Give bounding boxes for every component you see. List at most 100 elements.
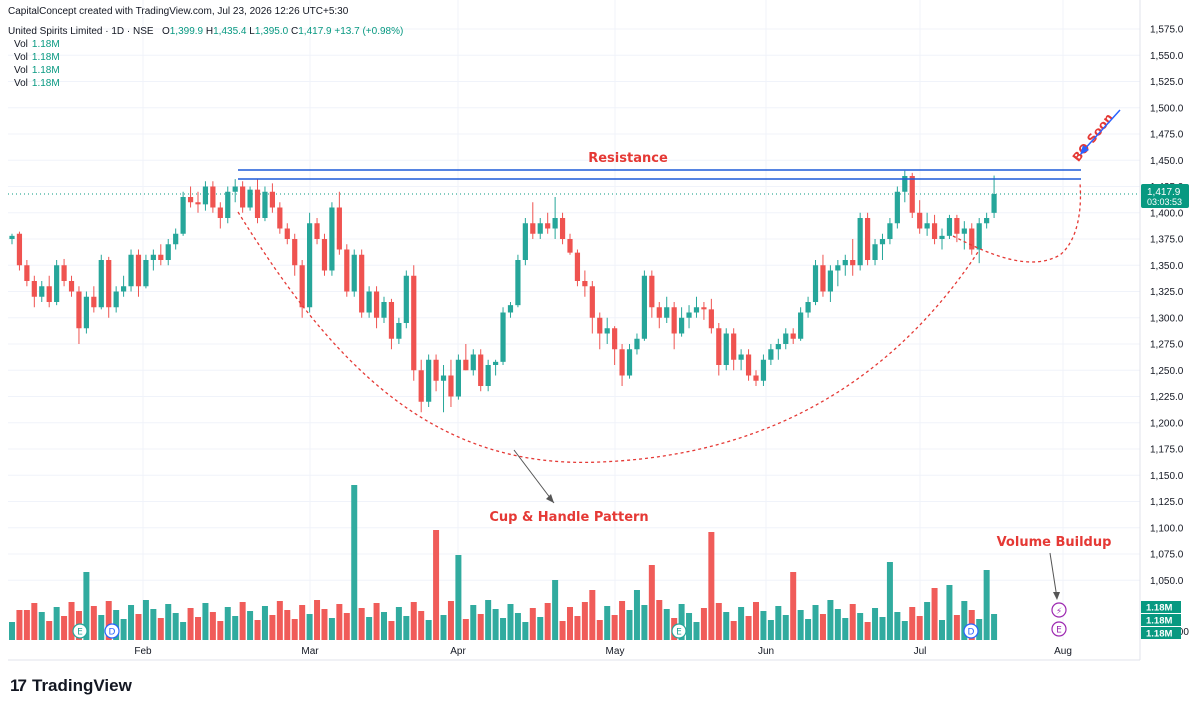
volume-bar — [195, 617, 201, 640]
volume-bar — [537, 617, 544, 640]
lightning-icon — [1051, 602, 1067, 618]
x-tick-label: Feb — [134, 646, 152, 657]
candle-body — [902, 176, 908, 192]
volume-bar — [574, 616, 581, 640]
bo-arrow — [1081, 109, 1121, 153]
bo-arrowhead — [1080, 145, 1089, 155]
candle-body — [708, 309, 714, 329]
volume-legend-row: Vol 1.18M — [14, 38, 60, 51]
volume-bar — [284, 610, 291, 640]
volume-bar — [782, 615, 789, 640]
candle-body — [76, 291, 82, 329]
candle-body — [448, 375, 454, 397]
volume-bar — [700, 608, 707, 640]
volume-legend-row: Vol 1.18M — [14, 64, 60, 77]
volume-bar — [128, 605, 135, 640]
volume-bar — [529, 608, 536, 640]
candle-body — [98, 260, 104, 308]
candle-body — [68, 281, 75, 292]
volume-bar — [767, 620, 774, 640]
volume-bars — [9, 485, 998, 640]
candle-body — [493, 361, 499, 365]
time-axis[interactable]: Feb Mar Apr May Jun Jul Aug — [8, 646, 1140, 661]
volume-bar — [909, 607, 916, 640]
candle-body — [299, 265, 305, 308]
volume-bar — [470, 605, 477, 640]
volume-bar — [544, 603, 551, 640]
volume-legend-row: Vol 1.18M — [14, 77, 60, 90]
candle-body — [559, 218, 566, 239]
candle-body — [619, 349, 625, 376]
candle-body — [745, 354, 752, 376]
volume-badge — [1141, 601, 1181, 613]
candle-body — [403, 275, 409, 323]
volume-badge-text: 1.18M — [1146, 616, 1172, 627]
volume-bar — [775, 606, 782, 640]
candle-body — [604, 328, 610, 334]
chart-credit: CapitalConcept created with TradingView.… — [8, 6, 349, 17]
cup-pointer-arrow — [513, 449, 555, 504]
volume-bar — [648, 565, 655, 640]
volume-bar — [738, 607, 745, 640]
candle-body — [887, 223, 893, 239]
y-tick-label: 1,250.0 — [1150, 366, 1184, 377]
volume-bar — [314, 600, 321, 640]
volume-bar — [633, 590, 640, 640]
volume-bar — [247, 611, 254, 640]
volume-bar — [142, 600, 149, 640]
candle-body — [478, 354, 484, 386]
volume-badge-text: 1.18M — [1146, 629, 1172, 640]
candle-body — [522, 223, 528, 260]
volume-bar — [395, 607, 402, 640]
candle-body — [187, 197, 194, 203]
volume-bar — [619, 601, 626, 640]
candle-body — [135, 254, 142, 287]
volume-bar — [827, 600, 834, 640]
volume-bar — [165, 604, 172, 640]
volume-bar — [120, 619, 127, 640]
candle-body — [314, 223, 320, 239]
event-marker-icon — [1051, 621, 1067, 637]
candle-body — [552, 218, 558, 229]
candle-body — [798, 312, 804, 339]
volume-legend-label: Vol — [14, 39, 28, 50]
candle-body — [463, 359, 469, 371]
volume-pointer-arrowhead — [1053, 592, 1060, 600]
candle-body — [530, 223, 536, 234]
y-tick-label: 1,100.0 — [1150, 523, 1184, 534]
candle-body — [396, 323, 402, 339]
volume-bar — [23, 610, 30, 640]
candle-body — [225, 191, 231, 218]
candle-body — [277, 207, 283, 229]
y-tick-label: 1,325.0 — [1150, 287, 1184, 298]
volume-bar — [886, 562, 893, 640]
candle-body — [612, 328, 618, 350]
candle-body — [240, 186, 246, 208]
candle-body — [775, 344, 781, 350]
candle-body — [515, 260, 521, 306]
volume-bar — [857, 613, 864, 640]
volume-bar — [976, 619, 983, 640]
price-axis[interactable]: 1,575.0 1,550.0 1,525.0 1,500.0 1,475.0 1,450… — [1139, 0, 1189, 660]
candle-body — [351, 254, 357, 292]
tradingview-logo[interactable]: 17 TradingView — [10, 676, 132, 696]
candle-body — [946, 218, 953, 236]
candle-body — [91, 296, 97, 308]
candle-body — [83, 296, 89, 329]
candle-body — [195, 202, 201, 205]
candle-body — [701, 307, 707, 310]
volume-bar — [38, 612, 45, 640]
volume-bar — [157, 618, 164, 640]
last-price-badge-price: 1,417.9 — [1147, 187, 1181, 198]
volume-bar — [462, 619, 469, 640]
candle-body — [865, 218, 871, 260]
candle-body — [984, 218, 990, 224]
handle-curve — [952, 182, 1082, 263]
volume-bar — [150, 609, 157, 640]
candle-body — [150, 254, 156, 260]
tradingview-wordmark: TradingView — [32, 676, 132, 695]
volume-bar — [879, 617, 886, 640]
candle-body — [485, 365, 491, 386]
volume-bar — [299, 605, 306, 640]
